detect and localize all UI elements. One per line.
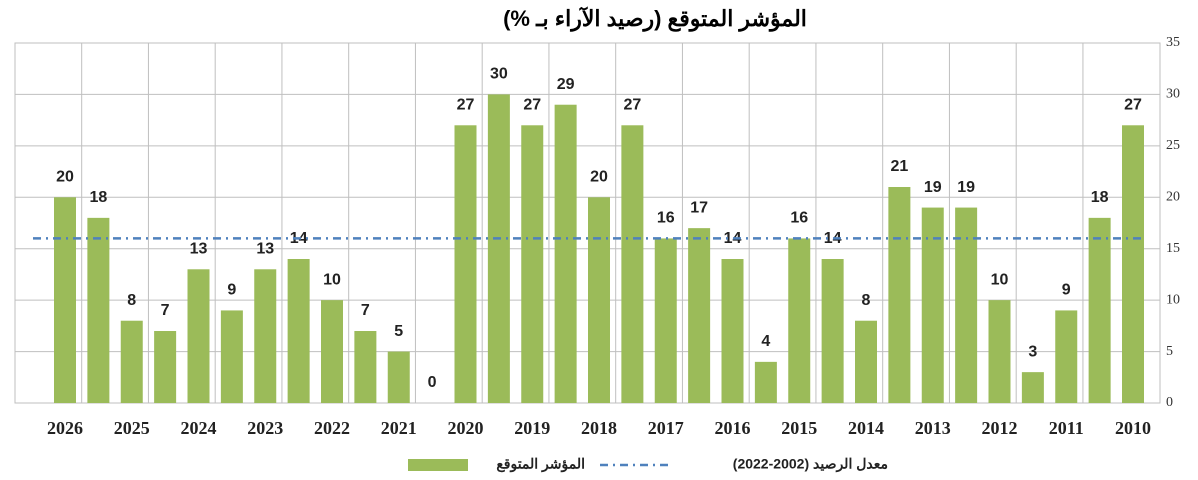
x-tick-label: 2025 (114, 418, 150, 438)
value-label: 8 (127, 292, 136, 309)
bar (955, 207, 978, 403)
chart-title: المؤشر المتوقع (رصيد الآراء بـ %) (503, 6, 807, 32)
value-label: 19 (924, 179, 942, 196)
value-label: 16 (657, 210, 675, 227)
value-label: 21 (890, 158, 908, 175)
bar (621, 125, 644, 404)
value-label: 27 (623, 97, 641, 114)
plot-frame (14, 42, 1161, 404)
value-label: 5 (394, 323, 403, 340)
value-label: 7 (361, 302, 370, 319)
value-label: 7 (161, 302, 170, 319)
bar (988, 300, 1011, 403)
value-label: 10 (323, 271, 341, 288)
legend-label: المؤشر المتوقع (496, 456, 585, 473)
value-label: 10 (991, 271, 1009, 288)
value-label: 9 (227, 282, 236, 299)
bar (521, 125, 544, 404)
bar (654, 238, 677, 403)
value-label: 0 (428, 374, 437, 391)
y-tick-label: 35 (1166, 35, 1180, 50)
bar (487, 94, 510, 403)
bar (688, 228, 711, 403)
bar (554, 104, 577, 403)
x-tick-label: 2020 (448, 418, 484, 438)
bar (721, 259, 744, 403)
bar (1122, 125, 1144, 404)
x-tick-label: 2026 (47, 418, 83, 438)
value-label: 17 (690, 199, 708, 216)
value-label: 27 (457, 97, 475, 114)
value-label: 4 (761, 333, 770, 350)
bar (387, 351, 410, 403)
value-label: 18 (1091, 189, 1109, 206)
value-label: 19 (957, 179, 975, 196)
bar (220, 310, 243, 403)
bar (1088, 217, 1111, 403)
value-label: 29 (557, 76, 575, 93)
bar (120, 320, 143, 403)
bar (855, 320, 877, 403)
bar (888, 187, 911, 403)
bar (1055, 310, 1078, 403)
bar (287, 259, 310, 403)
x-tick-label: 2022 (314, 418, 350, 438)
legend-swatch (408, 459, 468, 471)
bar (54, 197, 76, 403)
value-label: 8 (862, 292, 871, 309)
y-tick-label: 30 (1166, 87, 1180, 102)
value-label: 16 (790, 210, 808, 227)
bar (754, 361, 777, 403)
bar (187, 269, 210, 403)
value-label: 30 (490, 66, 508, 83)
bar (87, 217, 110, 403)
value-label: 13 (190, 241, 208, 258)
y-tick-label: 5 (1166, 344, 1173, 359)
value-label: 20 (56, 169, 74, 186)
bar (1021, 372, 1044, 403)
bar (154, 331, 177, 403)
y-tick-label: 0 (1166, 395, 1173, 410)
value-label: 9 (1062, 282, 1071, 299)
y-tick-label: 10 (1166, 292, 1180, 307)
x-tick-label: 2016 (715, 418, 751, 438)
value-label: 18 (89, 189, 107, 206)
x-tick-label: 2021 (381, 418, 417, 438)
legend-label: معدل الرصيد (2002-2022) (733, 456, 888, 473)
value-label: 27 (523, 97, 541, 114)
value-label: 13 (256, 241, 274, 258)
y-tick-label: 15 (1166, 241, 1180, 256)
bar (321, 300, 343, 403)
value-label: 3 (1028, 343, 1037, 360)
x-tick-label: 2019 (514, 418, 550, 438)
x-tick-label: 2024 (181, 418, 217, 438)
bar (921, 207, 944, 403)
bar (454, 125, 477, 404)
x-tick-label: 2011 (1049, 418, 1084, 438)
value-label: 14 (824, 230, 842, 247)
x-tick-label: 2010 (1115, 418, 1151, 438)
bar (354, 331, 377, 403)
y-tick-label: 20 (1166, 190, 1180, 205)
value-label: 14 (724, 230, 742, 247)
x-tick-label: 2012 (982, 418, 1018, 438)
x-tick-label: 2014 (848, 418, 884, 438)
x-tick-label: 2018 (581, 418, 617, 438)
bar (821, 259, 844, 403)
bar (788, 238, 811, 403)
value-label: 20 (590, 169, 608, 186)
x-tick-label: 2013 (915, 418, 951, 438)
bar (588, 197, 610, 403)
y-tick-label: 25 (1166, 138, 1180, 153)
x-tick-label: 2015 (781, 418, 817, 438)
bar (254, 269, 277, 403)
value-label: 27 (1124, 97, 1142, 114)
x-tick-label: 2023 (247, 418, 283, 438)
x-tick-label: 2017 (648, 418, 684, 438)
